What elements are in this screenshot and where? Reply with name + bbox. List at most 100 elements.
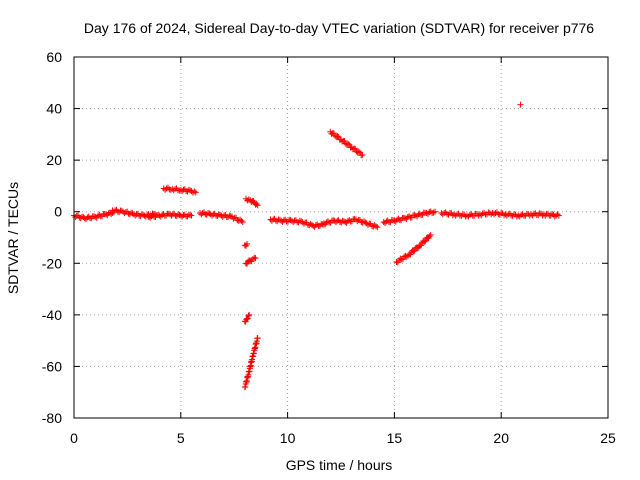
data-segment [517, 101, 524, 108]
data-point-fill [466, 211, 473, 218]
data-point-fill [479, 210, 486, 217]
data-point-fill [395, 215, 402, 222]
y-tick-label: -40 [42, 307, 62, 323]
data-point-fill [553, 212, 560, 219]
data-point-fill [237, 216, 244, 223]
y-tick-label: 40 [46, 101, 62, 117]
data-point-fill [226, 212, 233, 219]
data-point-fill [421, 238, 428, 245]
data-point-fill [312, 221, 319, 228]
data-point-fill [334, 217, 341, 224]
x-tick-label: 0 [70, 430, 78, 446]
data-segment [242, 195, 261, 209]
x-tick-label: 25 [600, 430, 616, 446]
data-point-fill [189, 189, 196, 196]
data-segment [489, 209, 562, 220]
data-point-fill [430, 209, 437, 216]
data-point-fill [202, 211, 209, 218]
data-point-fill [96, 211, 103, 218]
data-point-fill [101, 211, 108, 218]
data-point-fill [518, 211, 525, 218]
data-point-fill [242, 242, 249, 249]
chart-title: Day 176 of 2024, Sidereal Day-to-day VTE… [84, 20, 594, 36]
data-point-fill [77, 215, 84, 222]
data-point-fill [227, 213, 234, 220]
data-point-fill [251, 254, 258, 261]
data-point-fill [334, 133, 341, 140]
y-tick-label: -20 [42, 255, 62, 271]
data-point [92, 213, 99, 220]
data-point-fill [492, 209, 499, 216]
data-point [391, 217, 398, 224]
data-segment [160, 184, 199, 196]
y-tick-label: -80 [42, 410, 62, 426]
data-segment [145, 210, 195, 221]
ticks: 0 5 10 15 20 25 -80 -60 -40 -20 0 20 40 60 [42, 49, 616, 446]
data-point-fill [399, 256, 406, 263]
data-point-fill [341, 138, 348, 145]
data-point [515, 212, 522, 219]
data-point-fill [254, 335, 261, 342]
data-point-fill [159, 211, 166, 218]
data-segment [380, 208, 438, 227]
data-point-fill [403, 253, 410, 260]
data-point-fill [187, 212, 194, 219]
data-point-fill [410, 248, 417, 255]
data-point [145, 213, 152, 220]
data-point-fill [397, 255, 404, 262]
data-point-fill [270, 216, 277, 223]
data-point-fill [371, 222, 378, 229]
data-point-fill [280, 217, 287, 224]
data-point-fill [416, 210, 423, 217]
data-point-fill [346, 141, 353, 148]
plot-frame [73, 56, 609, 419]
data-point-fill [175, 211, 182, 218]
data-point-fill [324, 218, 331, 225]
data-point [188, 212, 195, 219]
data-point-fill [372, 223, 379, 230]
data-point-fill [364, 221, 371, 228]
data-point [464, 212, 471, 219]
data-point-fill [210, 211, 217, 218]
data-point-fill [358, 152, 365, 159]
data-point-fill [422, 237, 429, 244]
data-point [517, 101, 524, 108]
data-segment [241, 335, 261, 391]
y-axis-label: SDTVAR / TECUs [5, 182, 21, 294]
y-tick-label: 20 [46, 152, 62, 168]
data-point-fill [148, 213, 155, 220]
data-points [71, 101, 562, 391]
x-tick-label: 10 [280, 430, 296, 446]
x-tick-label: 20 [493, 430, 509, 446]
data-point-fill [346, 217, 353, 224]
data-point-fill [243, 316, 250, 323]
data-point-fill [250, 197, 257, 204]
data-point [156, 212, 163, 219]
data-point-fill [418, 242, 425, 249]
data-point [246, 311, 253, 318]
data-point-fill [176, 187, 183, 194]
data-point-fill [296, 217, 303, 224]
data-point-fill [360, 218, 367, 225]
data-point-fill [426, 208, 433, 215]
x-tick-label: 5 [177, 430, 185, 446]
x-tick-label: 15 [387, 430, 403, 446]
data-point-fill [426, 233, 433, 240]
data-point-fill [411, 247, 418, 254]
data-point-fill [172, 185, 179, 192]
data-point-fill [252, 201, 259, 208]
data-point-fill [128, 209, 135, 216]
data-point [427, 231, 434, 238]
y-tick-label: 0 [54, 204, 62, 220]
data-point [320, 220, 327, 227]
data-point-fill [191, 188, 198, 195]
data-point-fill [362, 219, 369, 226]
data-segment [320, 216, 381, 231]
data-point-fill [406, 213, 413, 220]
data-point-fill [383, 218, 390, 225]
data-point-fill [105, 210, 112, 217]
data-point-fill [352, 145, 359, 152]
data-point-fill [354, 218, 361, 225]
